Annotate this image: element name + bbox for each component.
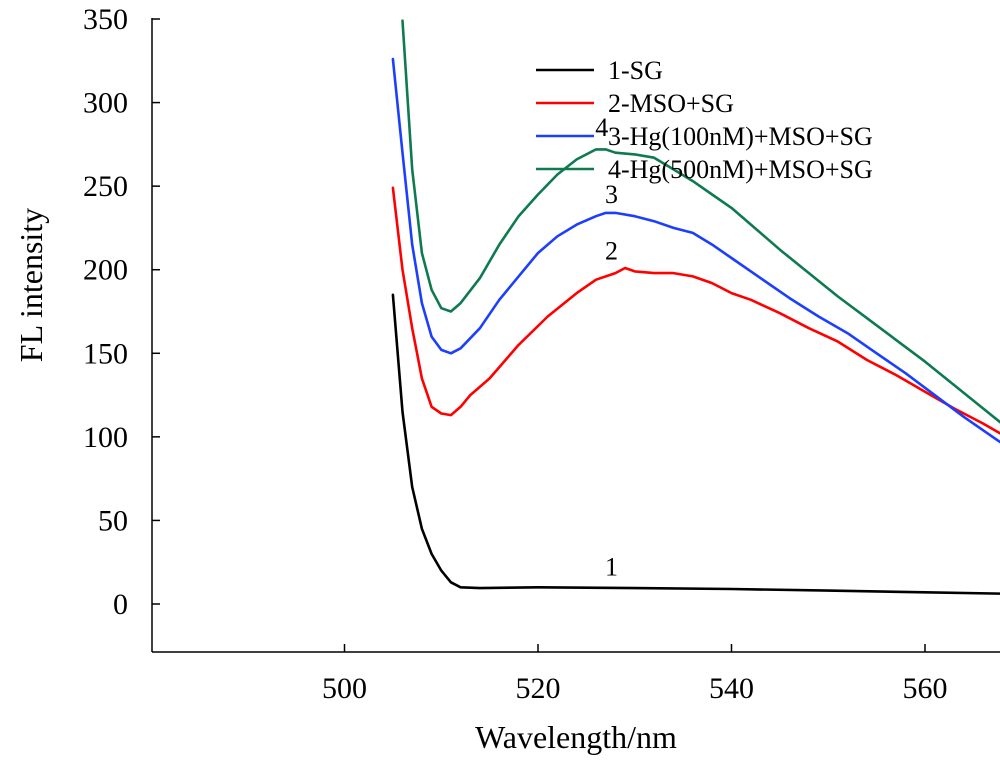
series-line-3	[391, 57, 1000, 444]
y-ticks: 0 50 100 150 200 250 300 350	[83, 3, 160, 621]
x-axis-title: Wavelength/nm	[475, 719, 677, 755]
y-tick-label: 150	[83, 337, 128, 370]
y-tick-label: 300	[83, 87, 128, 120]
curve-label-1: 1	[605, 553, 618, 582]
curve-labels: 1 2 3 4	[595, 113, 618, 582]
y-tick-label: 250	[83, 170, 128, 203]
y-tick-label: 350	[83, 3, 128, 36]
x-ticks: 500520540560580600	[322, 644, 948, 705]
x-tick-label: 500	[322, 672, 367, 705]
legend-label-3: 3-Hg(100nM)+MSO+SG	[608, 122, 873, 151]
curve-label-4: 4	[595, 113, 608, 142]
curve-label-3: 3	[605, 180, 618, 209]
y-tick-label: 200	[83, 254, 128, 287]
x-tick-label: 520	[516, 672, 561, 705]
legend-label-1: 1-SG	[608, 56, 663, 85]
series-line-4	[401, 19, 1000, 424]
x-tick-label: 560	[903, 672, 948, 705]
y-tick-label: 0	[113, 588, 128, 621]
series-line-1	[391, 293, 1000, 595]
x-tick-label: 540	[709, 672, 754, 705]
y-tick-label: 50	[98, 504, 128, 537]
legend: 1-SG 2-MSO+SG 3-Hg(100nM)+MSO+SG 4-Hg(500nM…	[536, 56, 873, 184]
legend-label-2: 2-MSO+SG	[608, 89, 734, 118]
y-axis-title: FL intensity	[13, 208, 49, 362]
series-line-2	[391, 186, 1000, 435]
curve-label-2: 2	[605, 237, 618, 266]
legend-label-4: 4-Hg(500nM)+MSO+SG	[608, 155, 873, 184]
y-tick-label: 100	[83, 421, 128, 454]
series-layer	[391, 19, 1000, 595]
